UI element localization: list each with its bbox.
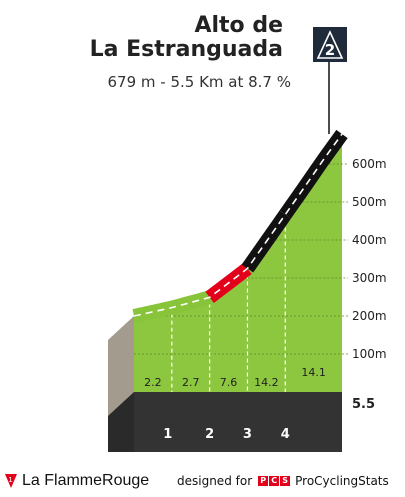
y-tick-label: 100m	[352, 347, 387, 361]
km-marker-label: 3	[243, 427, 252, 442]
category-badge-number: 2	[325, 41, 335, 59]
km-marker-label: 4	[281, 427, 290, 442]
designed-for-label: designed for	[177, 474, 253, 488]
y-tick-label: 600m	[352, 157, 387, 171]
profile-base-layer	[108, 133, 342, 452]
y-tick-label: 200m	[352, 309, 387, 323]
brand-left-part1: La Flamme	[22, 472, 103, 489]
flamme-rouge-flag-icon: 1	[5, 474, 17, 488]
pcs-logo-letter-c: C	[269, 476, 280, 486]
gradient-label: 7.6	[220, 376, 238, 389]
profile-base-band	[134, 392, 342, 452]
pcs-logo-letter-p: P	[258, 476, 269, 486]
total-distance-label: 5.5	[352, 397, 375, 412]
designed-for-credit: designed for P C S ProCyclingStats	[177, 474, 389, 488]
la-flamme-rouge-logo: 1 La Flamme Rouge	[4, 472, 149, 490]
pcs-logo-icon: P C S	[258, 476, 291, 486]
climb-title-line2: La Estranguada	[89, 37, 283, 62]
climb-title-line1: Alto de	[194, 13, 283, 38]
gradient-label: 14.1	[301, 366, 326, 379]
gradient-label: 2.7	[182, 376, 200, 389]
road-center-dash	[133, 133, 343, 317]
category-badge-group: 2	[313, 27, 347, 134]
profile-labels-layer: 100m 200m 300m 400m 500m 600m 2.2 2.7 7.6 14.2 14.…	[144, 157, 386, 442]
km-marker-label: 2	[205, 427, 214, 442]
gradient-label: 14.2	[254, 376, 279, 389]
road-segment	[169, 290, 212, 315]
km-marker-label: 1	[163, 427, 172, 442]
pcs-logo-letter-s: S	[280, 476, 291, 486]
climb-subtitle: 679 m - 5.5 Km at 8.7 %	[107, 73, 291, 91]
brand-right: ProCyclingStats	[295, 474, 389, 488]
mountain-category-icon	[316, 30, 344, 59]
y-tick-label: 400m	[352, 233, 387, 247]
gradient-label: 2.2	[144, 376, 162, 389]
y-tick-label: 300m	[352, 271, 387, 285]
footer: 1 La Flamme Rouge designed for P C S ProC…	[0, 466, 405, 497]
svg-text:1: 1	[8, 476, 12, 484]
profile-grid-layer	[134, 163, 348, 392]
profile-base-band-side	[108, 392, 134, 452]
y-tick-label: 500m	[352, 195, 387, 209]
climb-title: Alto de La Estranguada	[23, 14, 283, 62]
profile-area	[134, 133, 342, 393]
climb-profile-chart: 100m 200m 300m 400m 500m 600m 2.2 2.7 7.6 14.2 14.…	[108, 27, 387, 452]
profile-road-layer	[132, 129, 348, 323]
brand-left-part2: Rouge	[102, 472, 150, 489]
